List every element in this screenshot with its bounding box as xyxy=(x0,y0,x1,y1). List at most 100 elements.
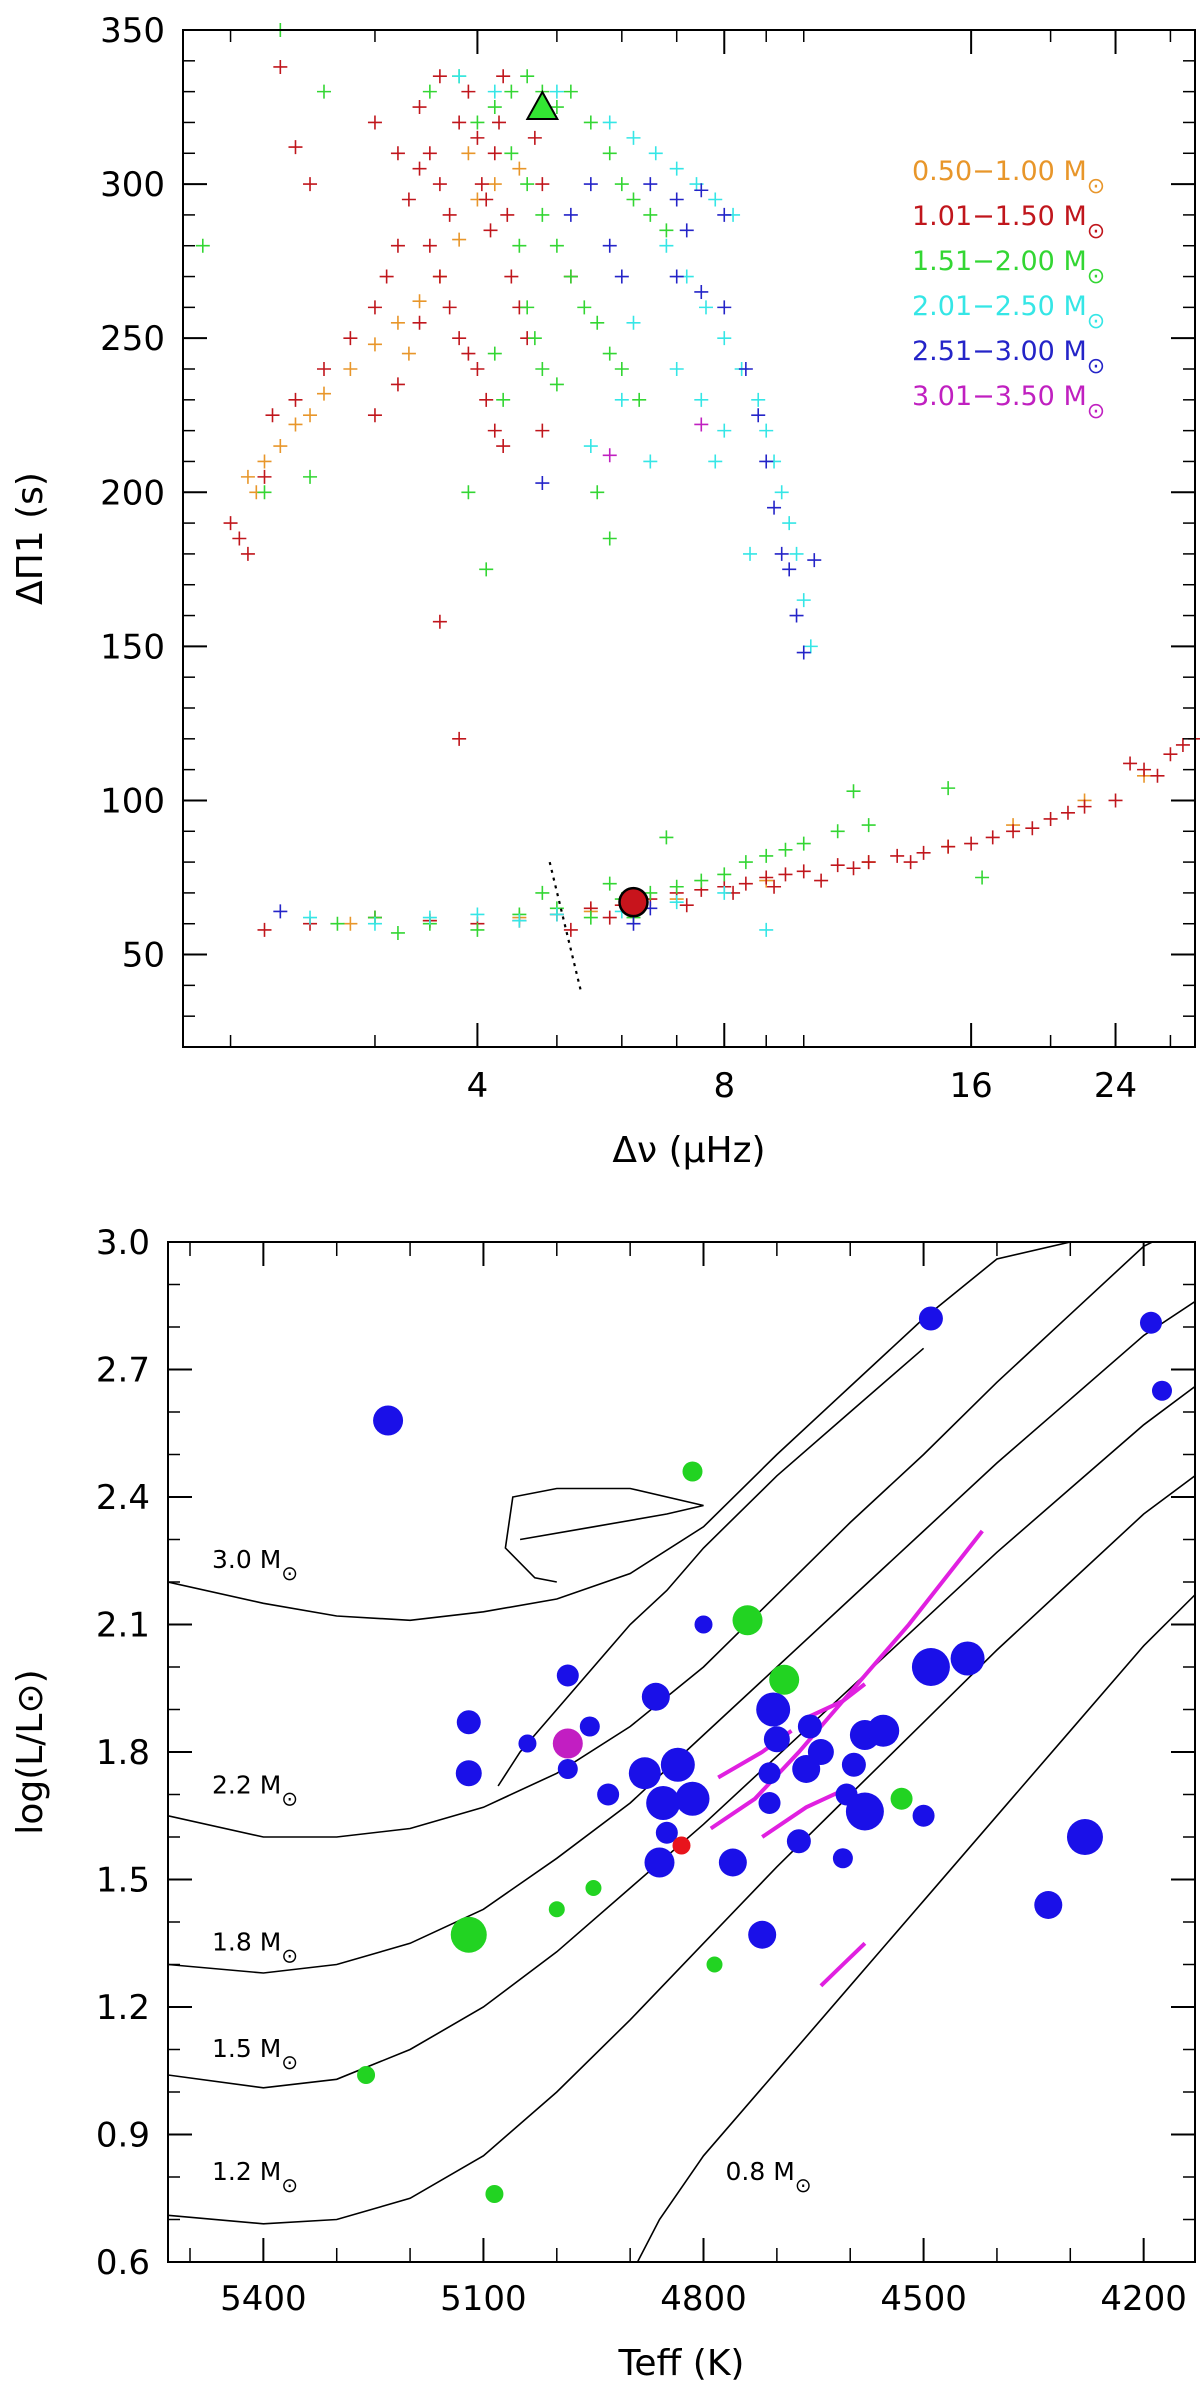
data-point xyxy=(985,830,1000,845)
data-point xyxy=(789,546,804,561)
data-point xyxy=(602,346,617,361)
star-marker xyxy=(832,1848,853,1869)
data-point xyxy=(479,192,494,207)
data-point xyxy=(512,913,527,928)
data-point xyxy=(916,845,931,860)
star-marker xyxy=(918,1306,943,1331)
data-point xyxy=(452,331,467,346)
data-point xyxy=(452,232,467,247)
data-point xyxy=(602,448,617,463)
star-marker xyxy=(748,1920,777,1949)
period-spacing-plot-frame xyxy=(182,29,1196,1048)
data-point xyxy=(273,59,288,74)
data-point xyxy=(432,269,447,284)
star-marker xyxy=(1066,1819,1103,1855)
star-marker xyxy=(758,1792,781,1814)
data-point xyxy=(479,392,494,407)
data-point xyxy=(452,731,467,746)
data-point xyxy=(500,207,515,222)
data-point xyxy=(563,922,578,937)
data-point xyxy=(535,177,550,192)
data-point xyxy=(452,69,467,84)
data-point xyxy=(487,84,502,99)
data-point xyxy=(1137,762,1152,777)
star-marker xyxy=(675,1781,710,1816)
data-point xyxy=(549,238,564,253)
data-point xyxy=(240,469,255,484)
y-tick-label: 150 xyxy=(100,627,165,667)
highlight-circle-marker xyxy=(618,886,649,918)
data-point xyxy=(487,100,502,115)
data-point xyxy=(602,146,617,161)
data-point xyxy=(343,916,358,931)
star-marker xyxy=(655,1821,678,1844)
data-point xyxy=(861,818,876,833)
data-point xyxy=(583,910,598,925)
data-point xyxy=(273,439,288,454)
data-point xyxy=(614,177,629,192)
data-point xyxy=(789,608,804,623)
y-tick-label: 0.6 xyxy=(96,2243,150,2283)
data-point xyxy=(273,904,288,919)
data-point xyxy=(659,238,674,253)
data-point xyxy=(577,300,592,315)
data-point xyxy=(708,454,723,469)
data-point xyxy=(643,177,658,192)
data-point xyxy=(422,146,437,161)
data-point xyxy=(504,146,519,161)
evolution-track xyxy=(168,1475,1195,2225)
data-point xyxy=(223,516,238,531)
data-point xyxy=(669,269,684,284)
star-marker xyxy=(548,1901,565,1918)
data-point xyxy=(759,922,774,937)
data-point xyxy=(549,100,564,115)
y-tick-label: 2.4 xyxy=(96,1478,150,1518)
data-point xyxy=(343,331,358,346)
star-marker xyxy=(763,1726,790,1753)
series-5 xyxy=(602,417,709,463)
data-point xyxy=(303,177,318,192)
data-point xyxy=(487,346,502,361)
data-point xyxy=(265,408,280,423)
data-point xyxy=(487,146,502,161)
data-point xyxy=(520,300,535,315)
x-tick-label: 16 xyxy=(949,1066,992,1106)
data-point xyxy=(796,645,811,660)
data-point xyxy=(390,146,405,161)
data-point xyxy=(412,100,427,115)
data-point xyxy=(452,115,467,130)
data-point xyxy=(512,161,527,176)
star-marker xyxy=(890,1787,913,1810)
star-marker xyxy=(579,1716,600,1737)
data-point xyxy=(602,238,617,253)
data-point xyxy=(390,925,405,940)
x-tick-label: 8 xyxy=(713,1066,735,1106)
data-point xyxy=(470,922,485,937)
data-point xyxy=(708,192,723,207)
data-point xyxy=(774,546,789,561)
data-point xyxy=(1175,737,1190,752)
star-marker xyxy=(682,1461,703,1482)
data-point xyxy=(401,192,416,207)
data-point xyxy=(602,876,617,891)
star-marker xyxy=(357,2066,376,2084)
data-point xyxy=(1025,821,1040,836)
data-point xyxy=(830,858,845,873)
data-point xyxy=(699,300,714,315)
hr-diagram-y-axis-label: log(L/L⊙) xyxy=(10,1669,51,1834)
data-point xyxy=(803,639,818,654)
star-marker xyxy=(644,1847,675,1878)
data-point xyxy=(330,916,345,931)
star-marker xyxy=(373,1405,404,1436)
data-point xyxy=(288,140,303,155)
data-point xyxy=(232,531,247,546)
star-marker xyxy=(557,1759,578,1779)
data-point xyxy=(563,269,578,284)
data-point xyxy=(659,830,674,845)
data-point xyxy=(303,408,318,423)
data-point xyxy=(461,146,476,161)
data-point xyxy=(782,516,797,531)
data-point xyxy=(583,177,598,192)
data-point xyxy=(535,207,550,222)
